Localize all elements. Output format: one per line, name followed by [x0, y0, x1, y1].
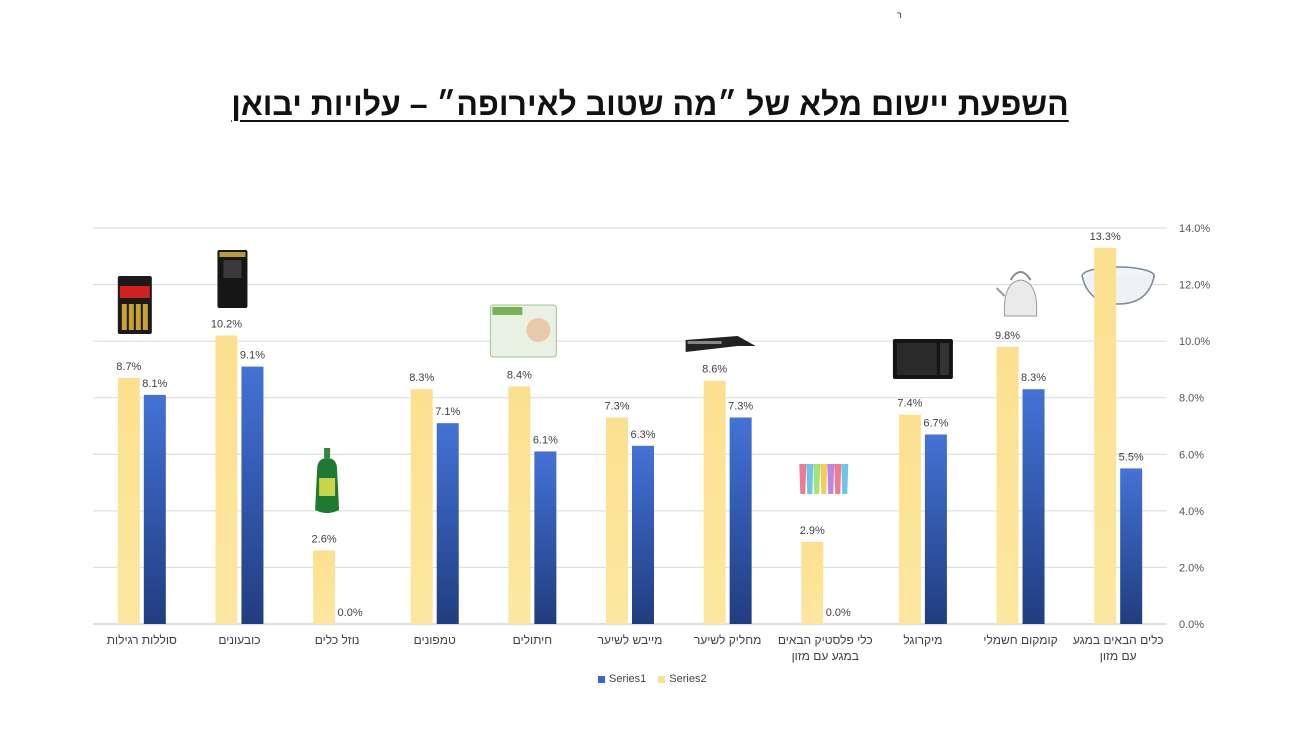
data-label-series2: 8.3% [409, 372, 434, 384]
y-tick-label: 2.0% [1179, 562, 1204, 574]
bar-series2 [898, 414, 921, 624]
data-label-series2: 8.4% [507, 369, 532, 381]
bar-series1 [436, 423, 459, 624]
legend-item-series1: Series1 [598, 673, 646, 685]
hair-cap-pack-icon [217, 250, 248, 308]
x-category-label: נוזל כלים [315, 633, 360, 647]
data-label-series1: 7.3% [728, 401, 753, 413]
data-label-series2: 9.8% [995, 330, 1020, 342]
bar-series2 [410, 389, 433, 624]
data-label-series1: 8.3% [1021, 372, 1046, 384]
diaper-pack-icon [489, 304, 557, 358]
hair-straightener-icon [685, 336, 756, 352]
bar-series1 [534, 451, 557, 624]
x-category-label: חיתולים [513, 633, 553, 647]
data-label-series2: 2.6% [312, 533, 337, 545]
dish-soap-bottle-icon [315, 448, 340, 513]
legend: Series1 Series2 [598, 673, 707, 685]
data-label-series2: 7.3% [604, 401, 629, 413]
data-label-series1: 9.1% [240, 350, 265, 362]
legend-swatch-series2 [658, 675, 666, 683]
data-label-series1: 6.1% [533, 434, 558, 446]
x-category-label: טמפונים [414, 633, 456, 647]
y-tick-label: 4.0% [1179, 506, 1204, 518]
y-tick-label: 14.0% [1179, 223, 1210, 235]
data-label-series2: 10.2% [211, 318, 242, 330]
legend-label-series1: Series1 [609, 673, 647, 685]
x-category-label: קומקום חשמלי [983, 633, 1057, 647]
data-label-series1: 0.0% [338, 607, 363, 619]
x-category-label: כלים הבאים במגע [1073, 633, 1164, 647]
data-label-series1: 7.1% [435, 406, 460, 418]
battery-pack-icon [117, 276, 152, 334]
data-label-series2: 7.4% [897, 398, 922, 410]
y-tick-label: 6.0% [1179, 449, 1204, 461]
bar-series1 [1022, 389, 1045, 624]
bar-series2 [313, 550, 336, 624]
data-label-series1: 5.5% [1119, 451, 1144, 463]
bar-series2 [117, 377, 140, 624]
y-tick-label: 0.0% [1179, 619, 1204, 631]
x-category-label: כלי פלסטיק הבאים [778, 633, 873, 647]
data-label-series2: 2.9% [800, 525, 825, 537]
corner-mark: ר [897, 10, 902, 20]
y-tick-label: 8.0% [1179, 393, 1204, 405]
data-label-series2: 13.3% [1090, 231, 1121, 243]
gridlines [93, 227, 1167, 625]
x-category-label: מיקרוגל [903, 633, 942, 647]
x-category-label: סוללות רגילות [107, 633, 177, 647]
bar-series1 [1120, 468, 1143, 624]
x-category-label: עם מזון [1100, 649, 1137, 663]
bar-series2 [606, 417, 628, 624]
data-label-series2: 8.7% [116, 361, 141, 373]
data-label-series1: 0.0% [826, 607, 851, 619]
microwave-icon [892, 339, 953, 379]
x-category-label: כובעונים [218, 633, 260, 647]
data-label-series1: 6.7% [923, 417, 948, 429]
bar-series2 [801, 541, 824, 624]
y-tick-label: 10.0% [1179, 336, 1210, 348]
data-label-series2: 8.6% [702, 364, 727, 376]
y-tick-label: 12.0% [1179, 280, 1210, 292]
bar-series2 [508, 386, 531, 624]
legend-label-series2: Series2 [669, 673, 707, 685]
bars [117, 247, 1143, 625]
data-label-series1: 8.1% [142, 378, 167, 390]
axes: 0.0% 2.0% 4.0% 6.0% 8.0% 10.0% 12.0% 14.0% סוללו… [107, 223, 1211, 663]
bar-series2 [996, 346, 1019, 624]
x-category-label: במגע עם מזון [792, 649, 859, 663]
legend-swatch-series1 [598, 675, 605, 683]
legend-item-series2: Series2 [658, 673, 707, 685]
plastic-cups-icon [799, 464, 849, 494]
bar-series1 [729, 417, 752, 624]
page-title-text: השפעת יישום מלא של ״מה שטוב לאירופה״ – ע… [231, 86, 1069, 122]
x-category-label: מייבש לשיער [598, 633, 663, 647]
data-labels: 8.7%8.1% 10.2% 9.1% 2.6% 0.0% 8.3% 7.1% 8.4% 6.1… [116, 231, 1144, 619]
glass-bowl-icon [1081, 266, 1155, 305]
electric-kettle-icon [995, 271, 1038, 317]
bar-series2 [703, 380, 726, 624]
bar-series1 [241, 366, 264, 624]
product-icons [117, 250, 1155, 513]
page-title: השפעת יישום מלא של ״מה שטוב לאירופה״ – ע… [0, 86, 1300, 123]
bar-series1 [632, 445, 654, 624]
bar-series2 [215, 335, 238, 624]
bar-series1 [143, 394, 166, 624]
bar-series1 [924, 434, 947, 624]
data-label-series1: 6.3% [630, 429, 655, 441]
bar-series2 [1094, 247, 1117, 625]
x-category-label: מחליק לשיער [694, 633, 762, 647]
